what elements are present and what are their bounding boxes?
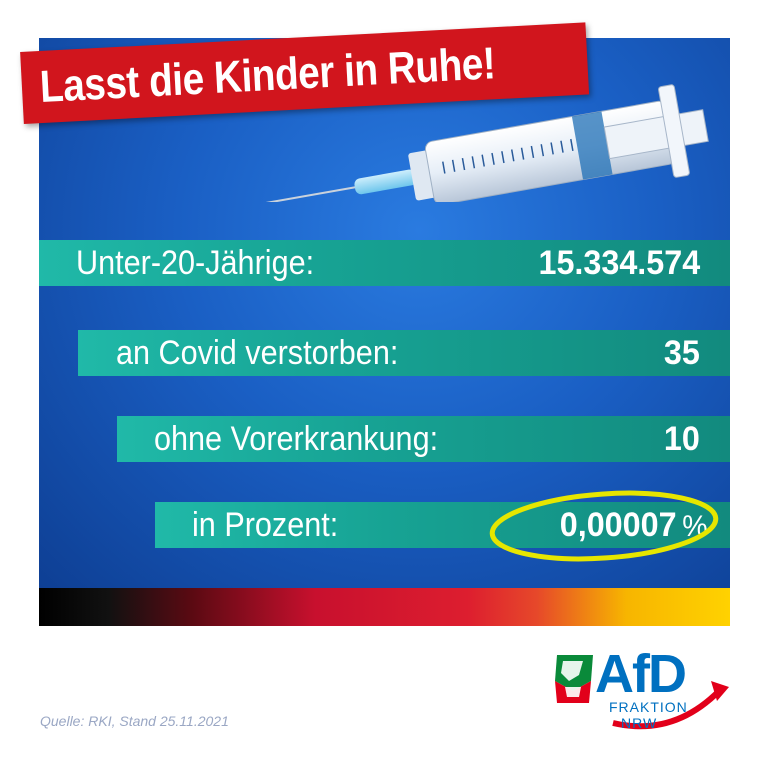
afd-logo: AfD FRAKTION NRW [553, 641, 733, 741]
stat-row-covid-deaths: an Covid verstorben: 35 [78, 330, 730, 376]
percent-number: 0,00007 [560, 506, 677, 544]
flag-color-band [39, 588, 730, 626]
stat-row-under-20: Unter-20-Jährige: 15.334.574 [39, 240, 730, 286]
logo-nrw: NRW [621, 715, 658, 731]
syringe-icon [252, 84, 709, 202]
stat-row-no-preexisting: ohne Vorerkrankung: 10 [117, 416, 730, 462]
stat-label: ohne Vorerkrankung: [154, 420, 439, 458]
logo-wordmark: AfD [595, 644, 687, 704]
stat-label: in Prozent: [192, 506, 339, 544]
headline-text: Lasst die Kinder in Ruhe! [38, 37, 497, 113]
logo-fraktion: FRAKTION [609, 699, 688, 715]
nrw-coat-icon [555, 655, 729, 730]
stat-value: 10 [664, 420, 700, 458]
stat-value: 15.334.574 [538, 244, 700, 282]
stat-label: an Covid verstorben: [116, 334, 399, 372]
stat-row-percent: in Prozent: 0,00007% [155, 502, 730, 548]
highlight-ellipse [489, 490, 719, 562]
stat-value: 35 [664, 334, 700, 372]
stat-label: Unter-20-Jährige: [76, 244, 315, 282]
source-note: Quelle: RKI, Stand 25.11.2021 [40, 713, 229, 729]
stat-value: 0,00007% [560, 502, 708, 548]
